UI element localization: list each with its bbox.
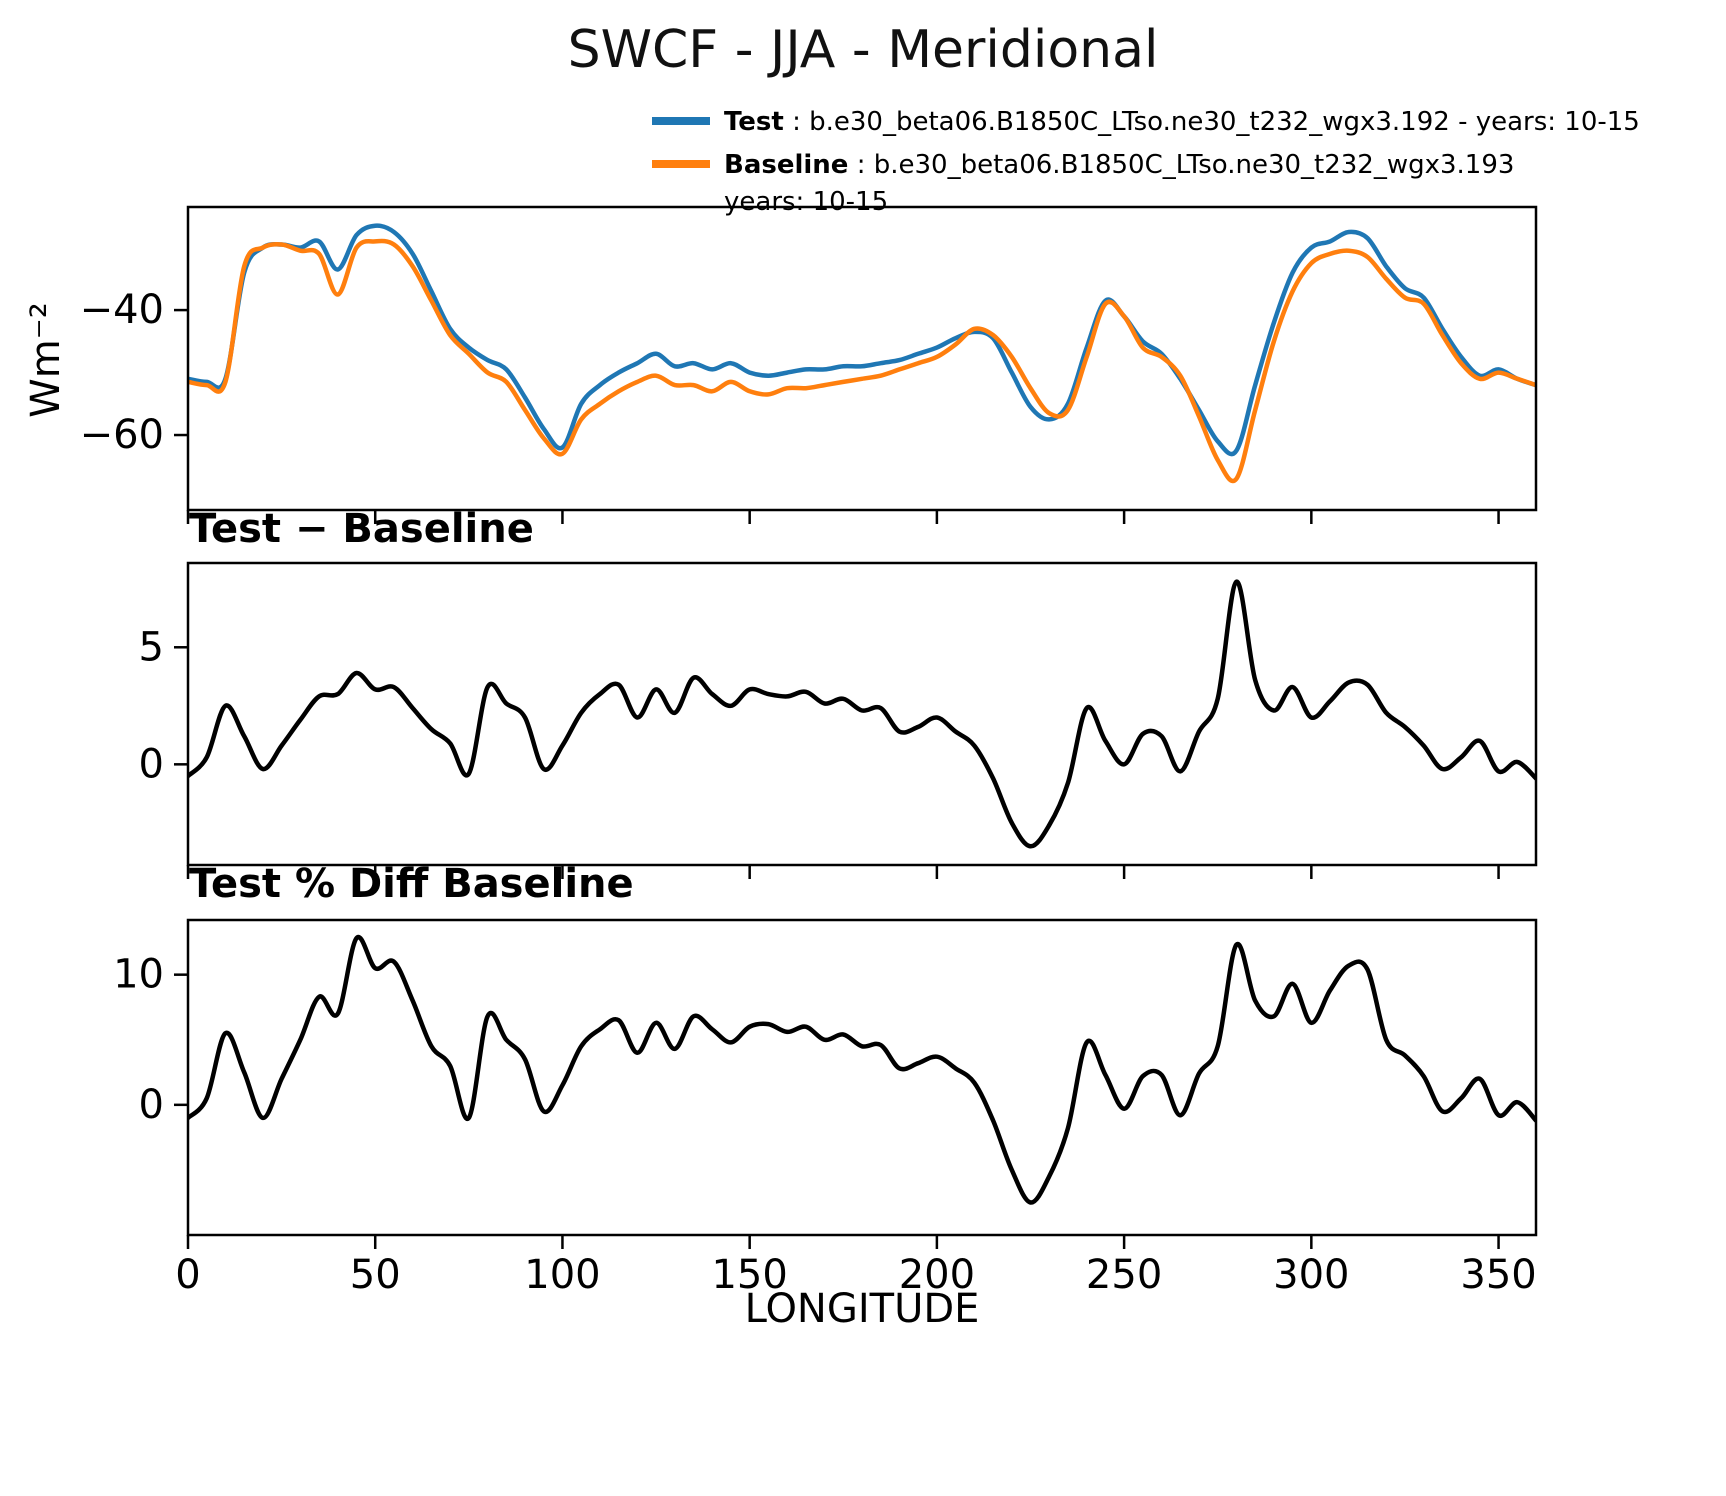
y-tick-label: 10 [113, 952, 164, 998]
panel-swcf-svg: −40 −60 [80, 205, 1538, 524]
chart-title: SWCF - JJA - Meridional [567, 20, 1159, 80]
x-tick-label: 300 [1273, 1252, 1349, 1298]
test-line-swatch [652, 117, 710, 125]
y-tick-label: −60 [80, 412, 164, 458]
legend-test-label: Test [724, 107, 784, 137]
baseline-line-swatch [652, 159, 710, 168]
legend-baseline-desc: : b.e30_beta06.B1850C_LTso.ne30_t232_wgx… [848, 149, 1515, 180]
y-axis-label: Wm⁻² [23, 302, 69, 418]
axes-frame [186, 205, 1538, 512]
legend: Test : b.e30_beta06.B1850C_LTso.ne30_t23… [652, 104, 1640, 227]
x-tick-label: 200 [899, 1252, 975, 1298]
y-tick-label: 5 [139, 624, 164, 670]
x-tick-label: 150 [711, 1252, 787, 1298]
y-tick-label: −40 [80, 287, 164, 333]
panel-pct-title: Test % Diff Baseline [189, 861, 634, 907]
panel-diff-title: Test − Baseline [189, 506, 534, 552]
x-axis-label: LONGITUDE [744, 1286, 980, 1332]
legend-baseline-line2: years: 10-15 [724, 186, 889, 217]
legend-baseline-label: Baseline [724, 149, 849, 180]
series-line-test-baseline [188, 579, 1536, 849]
series-line-test [188, 223, 1536, 457]
x-tick-label: 0 [175, 1252, 200, 1298]
series-line-test-diff-baseline [188, 934, 1536, 1205]
y-tick-label: 0 [139, 1082, 164, 1128]
panel-diff-svg: 50 [139, 561, 1538, 879]
x-tick-label: 250 [1086, 1252, 1162, 1298]
legend-test-text: Test : b.e30_beta06.B1850C_LTso.ne30_t23… [724, 104, 1640, 141]
x-tick-label: 100 [524, 1252, 600, 1298]
axes-frame [186, 561, 1538, 867]
series-line-baseline [188, 238, 1536, 484]
legend-baseline-line1: Baseline : b.e30_beta06.B1850C_LTso.ne30… [724, 147, 1514, 184]
legend-test-desc: : b.e30_beta06.B1850C_LTso.ne30_t232_wgx… [783, 107, 1640, 137]
legend-baseline-text: Baseline : b.e30_beta06.B1850C_LTso.ne30… [724, 147, 1514, 221]
axes-frame [186, 918, 1538, 1237]
legend-item-test: Test : b.e30_beta06.B1850C_LTso.ne30_t23… [652, 104, 1640, 141]
y-tick-label: 0 [139, 741, 164, 787]
x-tick-label: 50 [350, 1252, 401, 1298]
legend-item-baseline: Baseline : b.e30_beta06.B1850C_LTso.ne30… [652, 147, 1640, 221]
x-tick-label: 350 [1460, 1252, 1536, 1298]
